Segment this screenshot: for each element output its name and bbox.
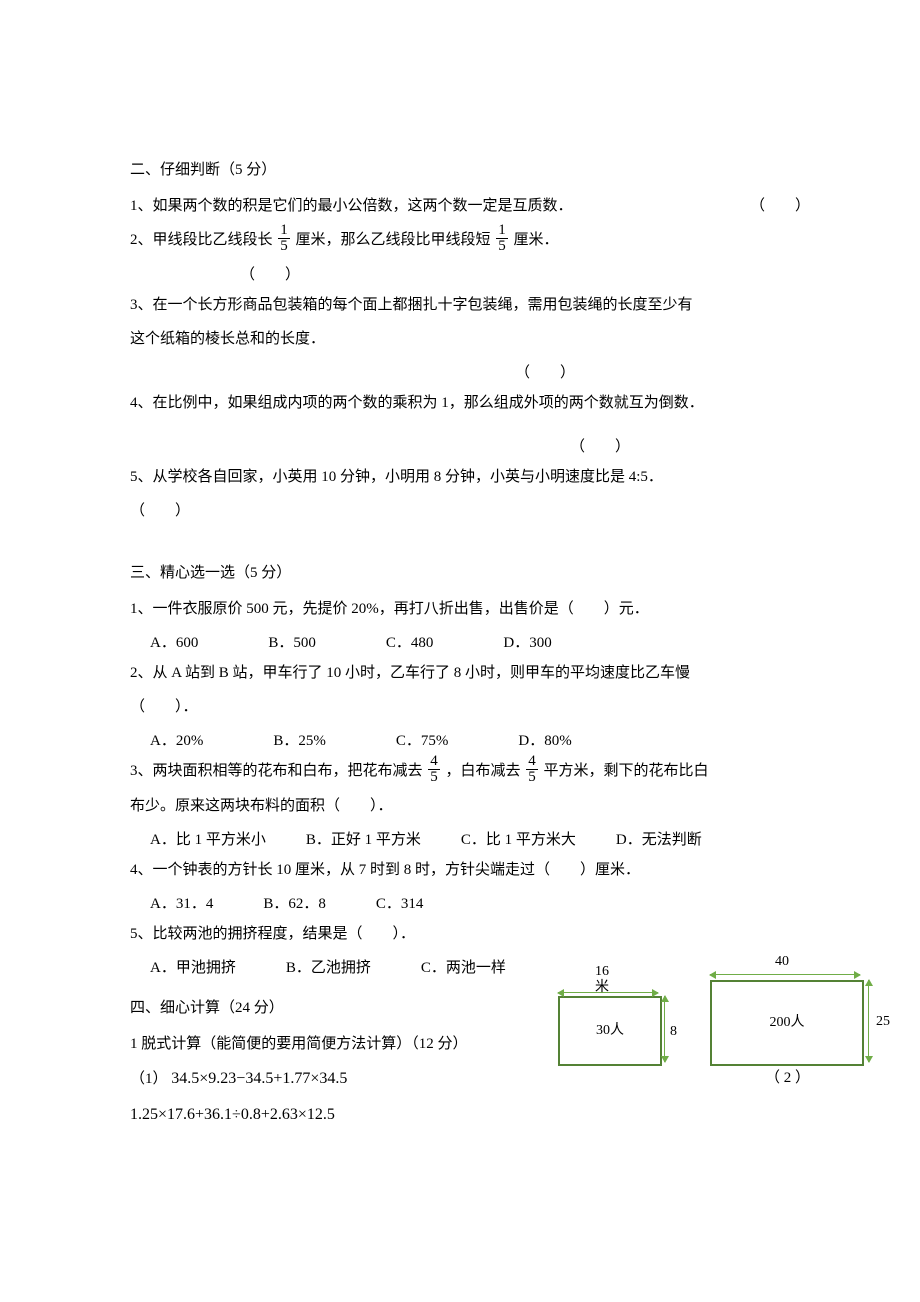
pool-a-height-label: 8 [670, 1018, 677, 1046]
calc2-expr: 1.25×17.6+36.1÷0.8+2.63×12.5 [130, 1099, 810, 1131]
fraction-1-5b: 1 5 [496, 223, 508, 254]
s2-q2-paren: （ ） [240, 267, 300, 283]
pool-a-height-arrow [664, 996, 666, 1062]
opt-c: C．314 [376, 889, 424, 919]
pool-a-people: 30人 [596, 1017, 624, 1045]
s2-q3-l1: 3、在一个长方形商品包装箱的每个面上都捆扎十字包装绳，需用包装绳的长度至少有 [130, 290, 810, 320]
opt-c: C．两池一样 [421, 953, 506, 983]
frac-num: 4 [428, 754, 440, 770]
pool-b-people: 200人 [770, 1009, 805, 1037]
fraction-4-5: 4 5 [428, 754, 440, 785]
s3-q4-opts: A．31．4 B．62．8 C．314 [130, 889, 810, 919]
s2-q5-paren-row: （ ） [130, 496, 810, 526]
s2-q2-paren-row: （ ） [130, 260, 810, 290]
frac-num: 1 [496, 223, 508, 239]
opt-a: A．31．4 [150, 889, 213, 919]
frac-den: 5 [278, 239, 290, 254]
s3-q3: 3、两块面积相等的花布和白布，把花布减去 4 5 ，白布减去 4 5 平方米，剩… [130, 756, 810, 787]
opt-d: D．300 [503, 628, 551, 658]
s2-q5: 5、从学校各自回家，小英用 10 分钟，小明用 8 分钟，小英与小明速度比是 4… [130, 462, 810, 492]
section3-title: 三、精心选一选（5 分） [130, 558, 810, 588]
s3-q3-mid: ，白布减去 [446, 763, 521, 779]
calc1-expr: 34.5×9.23−34.5+1.77×34.5 [171, 1070, 347, 1087]
s3-q3-post: 平方米，剩下的花布比白 [544, 763, 709, 779]
fraction-4-5b: 4 5 [526, 754, 538, 785]
s3-q2-opts: A．20% B．25% C．75% D．80% [130, 726, 810, 756]
opt-a: A．20% [150, 726, 203, 756]
frac-den: 5 [496, 239, 508, 254]
pool-a-rect: 30人 [558, 996, 662, 1066]
s2-q3-paren: （ ） [515, 365, 575, 381]
s3-q1-opts: A．600 B．500 C．480 D．300 [130, 628, 810, 658]
opt-b: B．500 [268, 628, 316, 658]
pool-b-height-label: 25 [876, 1008, 890, 1036]
opt-a: A．比 1 平方米小 [150, 825, 266, 855]
s2-q1-text: 1、如果两个数的积是它们的最小公倍数，这两个数一定是互质数． [130, 198, 573, 214]
opt-b: B．25% [273, 726, 326, 756]
s3-q2-l1: 2、从 A 站到 B 站，甲车行了 10 小时，乙车行了 8 小时，则甲车的平均… [130, 658, 810, 688]
s3-q3-pre: 3、两块面积相等的花布和白布，把花布减去 [130, 763, 423, 779]
opt-d: D．80% [518, 726, 571, 756]
s2-q4: 4、在比例中，如果组成内项的两个数的乘积为 1，那么组成外项的两个数就互为倒数． [130, 388, 810, 418]
opt-c: C．75% [396, 726, 449, 756]
pool-a-width-unit: 米 [595, 974, 609, 1002]
s2-q3-paren-row: （ ） [130, 358, 810, 388]
s3-q5: 5、比较两池的拥挤程度，结果是（ ）． [130, 919, 810, 949]
section2-title: 二、仔细判断（5 分） [130, 155, 810, 185]
page: 二、仔细判断（5 分） 1、如果两个数的积是它们的最小公倍数，这两个数一定是互质… [0, 0, 920, 1191]
s2-q4-paren: （ ） [570, 439, 630, 455]
opt-b: B．62．8 [263, 889, 326, 919]
s3-q3-opts: A．比 1 平方米小 B．正好 1 平方米 C．比 1 平方米大 D．无法判断 [130, 825, 810, 855]
s3-q2-l2: （ ）． [130, 692, 810, 722]
s3-q3-l2: 布少。原来这两块布料的面积（ ）． [130, 791, 810, 821]
fraction-1-5: 1 5 [278, 223, 290, 254]
pool-diagram: 30人 16 米 8 200人 40 25 [550, 960, 890, 1090]
s2-q1: 1、如果两个数的积是它们的最小公倍数，这两个数一定是互质数． （ ） [130, 191, 810, 221]
s2-q2: 2、甲线段比乙线段长 1 5 厘米，那么乙线段比甲线段短 1 5 厘米． [130, 225, 810, 256]
frac-num: 1 [278, 223, 290, 239]
frac-num: 4 [526, 754, 538, 770]
s2-q4-paren-row: （ ） [130, 432, 810, 462]
opt-a: A．甲池拥挤 [150, 953, 236, 983]
opt-a: A．600 [150, 628, 198, 658]
opt-c: C．比 1 平方米大 [461, 825, 576, 855]
s3-q4: 4、一个钟表的方针长 10 厘米，从 7 时到 8 时，方针尖端走过（ ）厘米． [130, 855, 810, 885]
pool-b-width-label: 40 [775, 948, 789, 976]
frac-den: 5 [428, 770, 440, 785]
s2-q2-pre: 2、甲线段比乙线段长 [130, 232, 273, 248]
s2-q2-mid: 厘米，那么乙线段比甲线段短 [296, 232, 491, 248]
s2-q1-paren: （ ） [750, 191, 810, 221]
s2-q5-paren: （ ） [130, 503, 190, 519]
pool-b-rect: 200人 [710, 980, 864, 1066]
opt-b: B．乙池拥挤 [286, 953, 371, 983]
opt-d: D．无法判断 [616, 825, 702, 855]
s3-q1: 1、一件衣服原价 500 元，先提价 20%，再打八折出售，出售价是（ ）元． [130, 594, 810, 624]
opt-c: C．480 [386, 628, 434, 658]
s2-q3-l2: 这个纸箱的棱长总和的长度． [130, 324, 810, 354]
calc1-label: （1） [130, 1071, 168, 1087]
pool-b-height-arrow [868, 980, 870, 1062]
opt-b: B．正好 1 平方米 [306, 825, 421, 855]
frac-den: 5 [526, 770, 538, 785]
s2-q2-post: 厘米． [514, 232, 559, 248]
